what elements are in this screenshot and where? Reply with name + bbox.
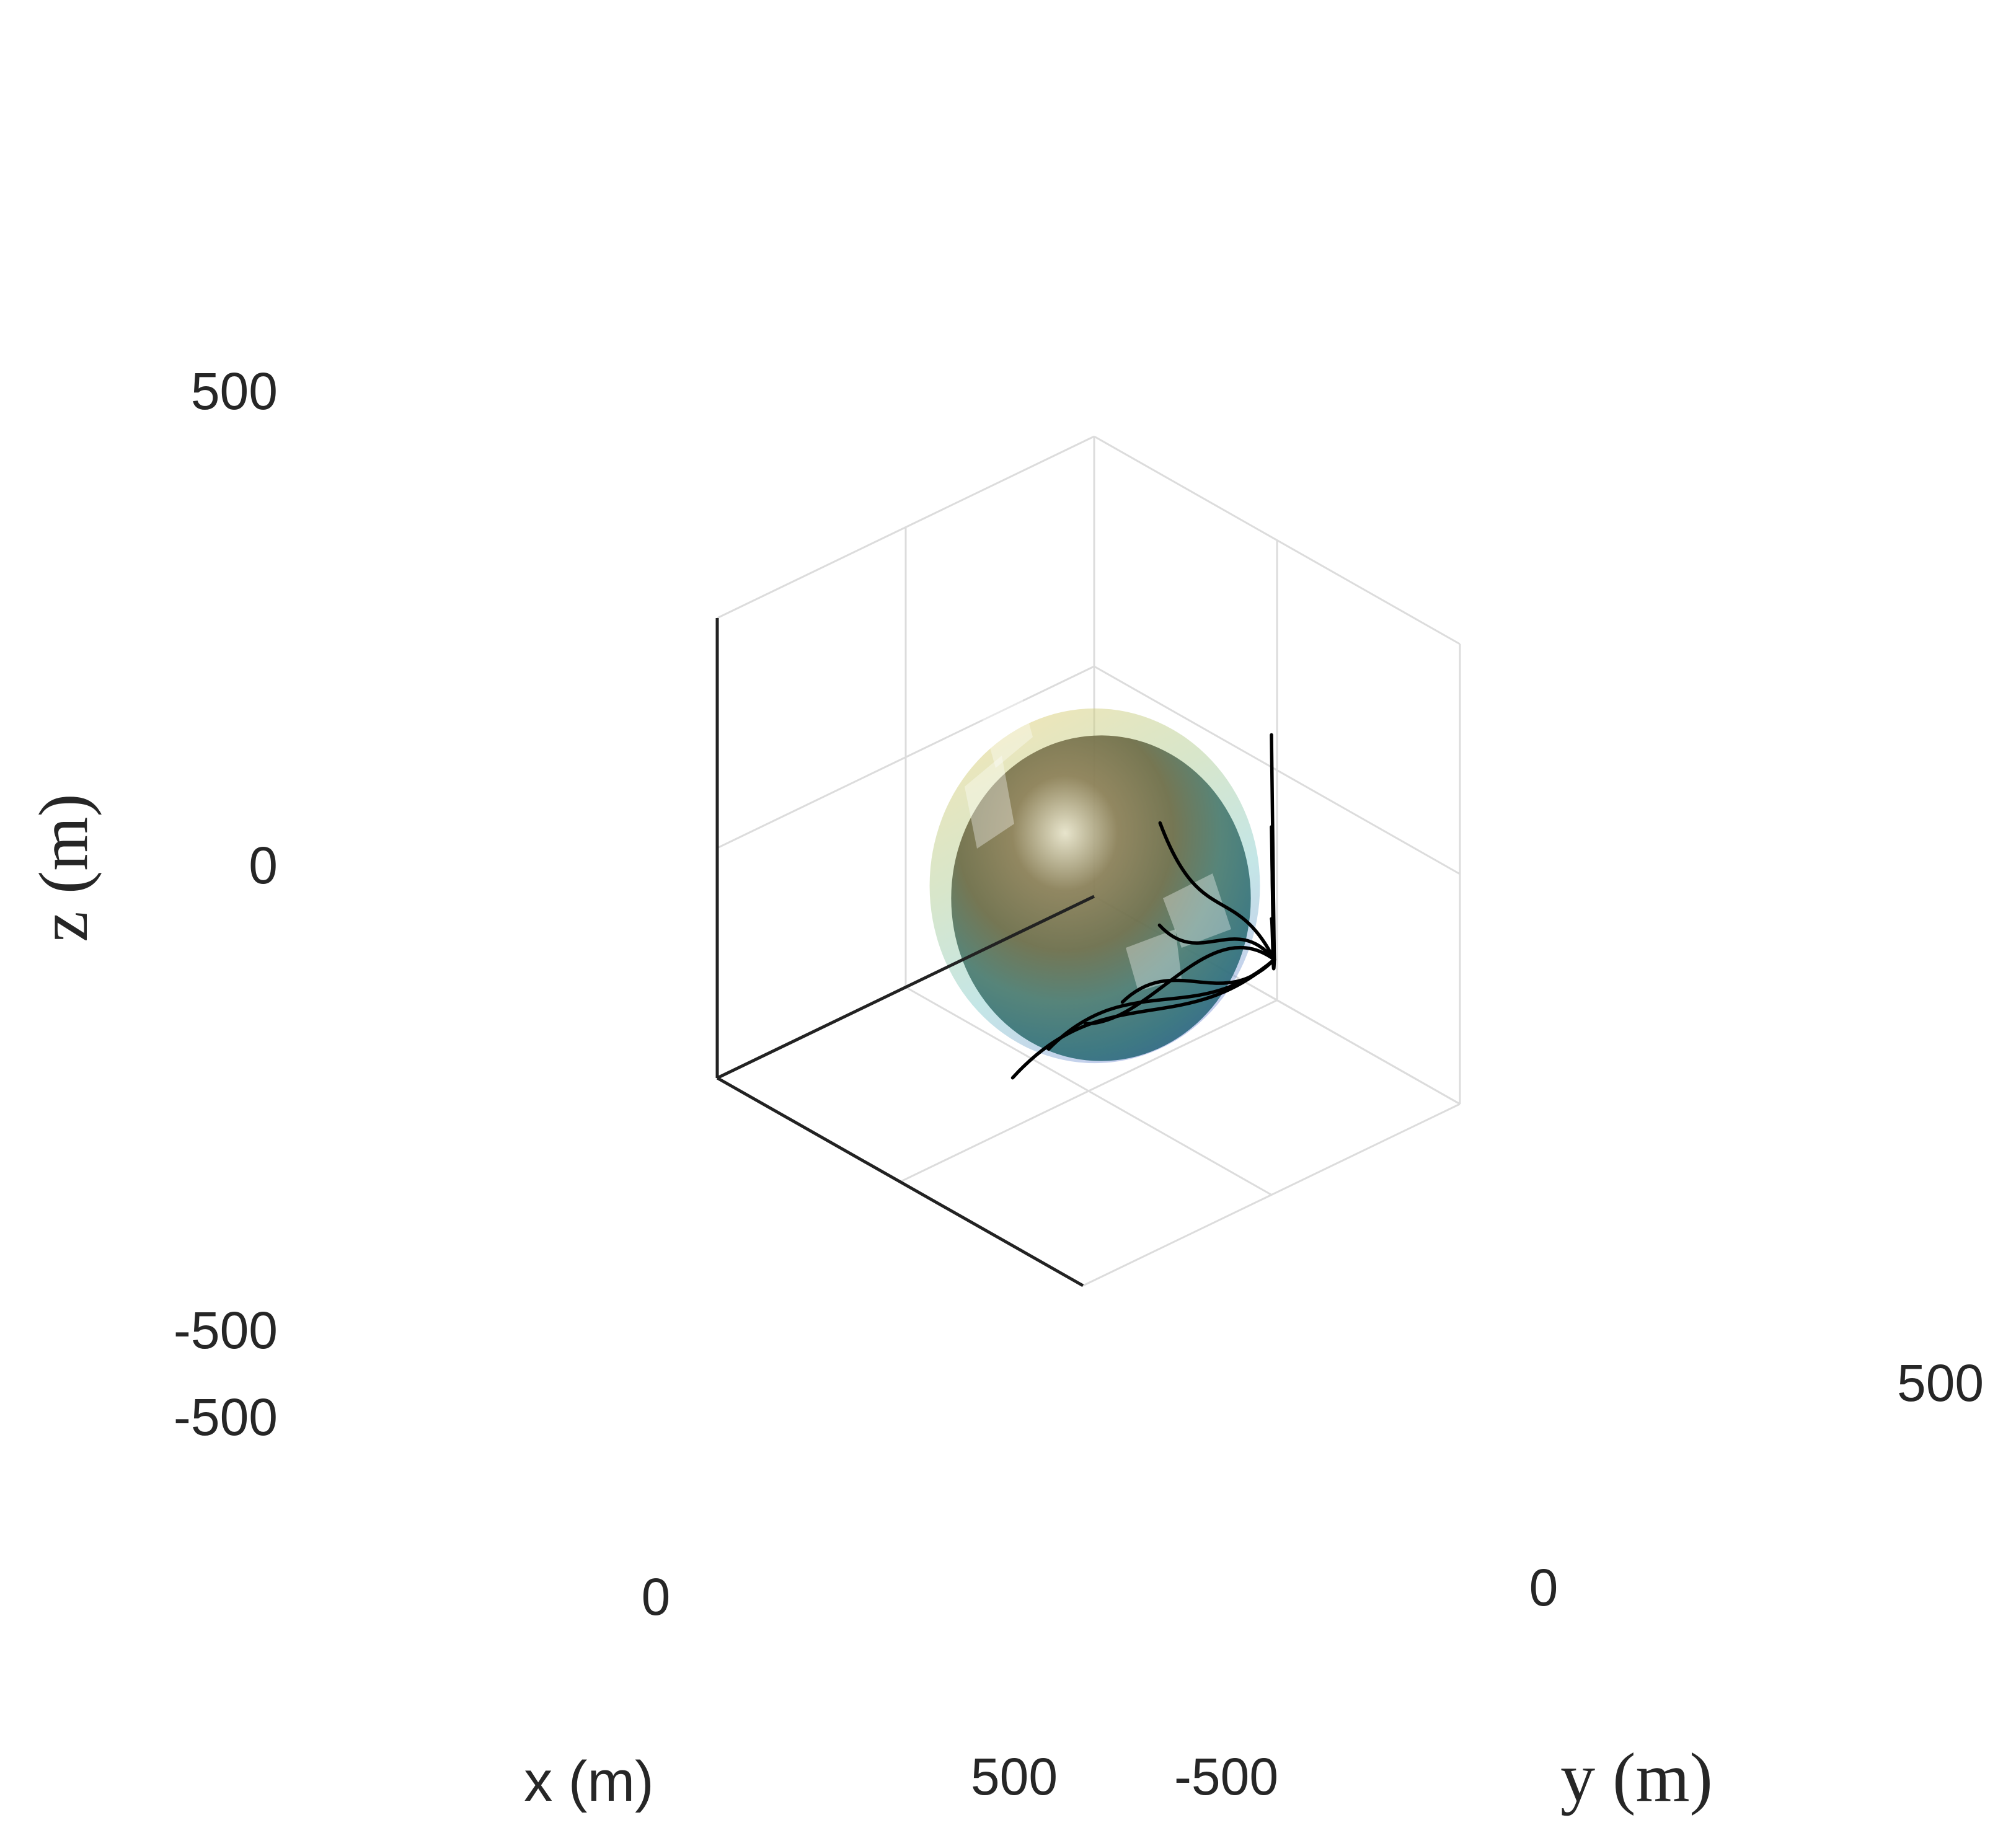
y-axis-line <box>716 1076 1084 1288</box>
grid-line <box>1094 435 1461 645</box>
y-axis-label: y (m) <box>1560 1739 1713 1816</box>
y-tick-0: 0 <box>1529 1558 1558 1617</box>
grid-line <box>1094 665 1461 875</box>
sphere-facet <box>1163 873 1231 948</box>
trajectory-line <box>1158 821 1276 961</box>
z-tick-0: 0 <box>249 836 278 894</box>
sphere-surfaces <box>929 669 1260 1064</box>
x-tick-500: 500 <box>971 1747 1058 1806</box>
x-tick-0: 0 <box>642 1568 671 1626</box>
z-tick-neg500: -500 <box>174 1301 278 1359</box>
y-tick-neg500: -500 <box>1174 1747 1278 1806</box>
grid-line <box>717 435 1095 619</box>
axes <box>715 618 1095 1288</box>
sphere-facet <box>977 669 1033 768</box>
trajectory-line <box>1010 958 1276 1080</box>
z-axis-label: z (m) <box>25 793 102 942</box>
x-axis-label: x (m) <box>524 1750 653 1813</box>
sphere-facet <box>1126 929 1182 991</box>
trajectories <box>1010 733 1276 1080</box>
y-tick-500: 500 <box>1897 1354 1984 1412</box>
z-tick-500: 500 <box>191 362 278 420</box>
grid-line <box>1082 1103 1461 1287</box>
x-axis-line <box>716 894 1095 1080</box>
sphere-facet <box>965 756 1014 849</box>
grid-line <box>717 665 1095 849</box>
trajectory-line <box>1270 917 1276 971</box>
grid-line <box>900 999 1278 1183</box>
x-tick-neg500: -500 <box>174 1388 278 1446</box>
trajectory-line <box>1157 923 1276 961</box>
